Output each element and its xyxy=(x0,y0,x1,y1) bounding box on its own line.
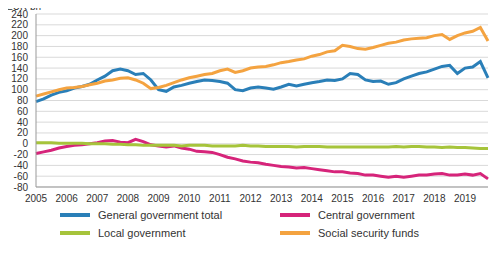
svg-text:220: 220 xyxy=(11,19,28,30)
svg-text:-20: -20 xyxy=(14,149,29,160)
svg-text:2013: 2013 xyxy=(270,193,293,204)
svg-text:2006: 2006 xyxy=(56,193,79,204)
svg-text:2012: 2012 xyxy=(239,193,262,204)
svg-text:0: 0 xyxy=(22,138,28,149)
svg-text:40: 40 xyxy=(17,117,29,128)
svg-text:240: 240 xyxy=(11,9,28,20)
svg-text:2014: 2014 xyxy=(301,193,324,204)
svg-text:2019: 2019 xyxy=(454,193,477,204)
svg-text:2007: 2007 xyxy=(86,193,109,204)
svg-text:2005: 2005 xyxy=(25,193,48,204)
html-text:Central government: Central government xyxy=(318,209,415,221)
svg-text:80: 80 xyxy=(17,95,29,106)
svg-text:100: 100 xyxy=(11,84,28,95)
html-text:Local government: Local government xyxy=(98,227,186,239)
svg-text:-40: -40 xyxy=(14,160,29,171)
svg-text:2010: 2010 xyxy=(178,193,201,204)
svg-text:-80: -80 xyxy=(14,182,29,193)
html-text:General government total: General government total xyxy=(98,209,223,221)
svg-text:160: 160 xyxy=(11,52,28,63)
svg-text:2011: 2011 xyxy=(209,193,231,204)
svg-text:2017: 2017 xyxy=(393,193,416,204)
svg-text:2009: 2009 xyxy=(147,193,170,204)
svg-text:20: 20 xyxy=(17,127,29,138)
svg-text:2018: 2018 xyxy=(423,193,446,204)
svg-text:120: 120 xyxy=(11,73,28,84)
svg-text:140: 140 xyxy=(11,63,28,74)
svg-text:180: 180 xyxy=(11,41,28,52)
html-text:Social security funds: Social security funds xyxy=(318,227,419,239)
svg-text:2016: 2016 xyxy=(362,193,385,204)
svg-text:2008: 2008 xyxy=(117,193,140,204)
svg-text:200: 200 xyxy=(11,30,28,41)
html-text:EUR bn: EUR bn xyxy=(6,1,41,12)
svg-text:-60: -60 xyxy=(14,171,29,182)
svg-text:2015: 2015 xyxy=(331,193,354,204)
svg-text:60: 60 xyxy=(17,106,29,117)
